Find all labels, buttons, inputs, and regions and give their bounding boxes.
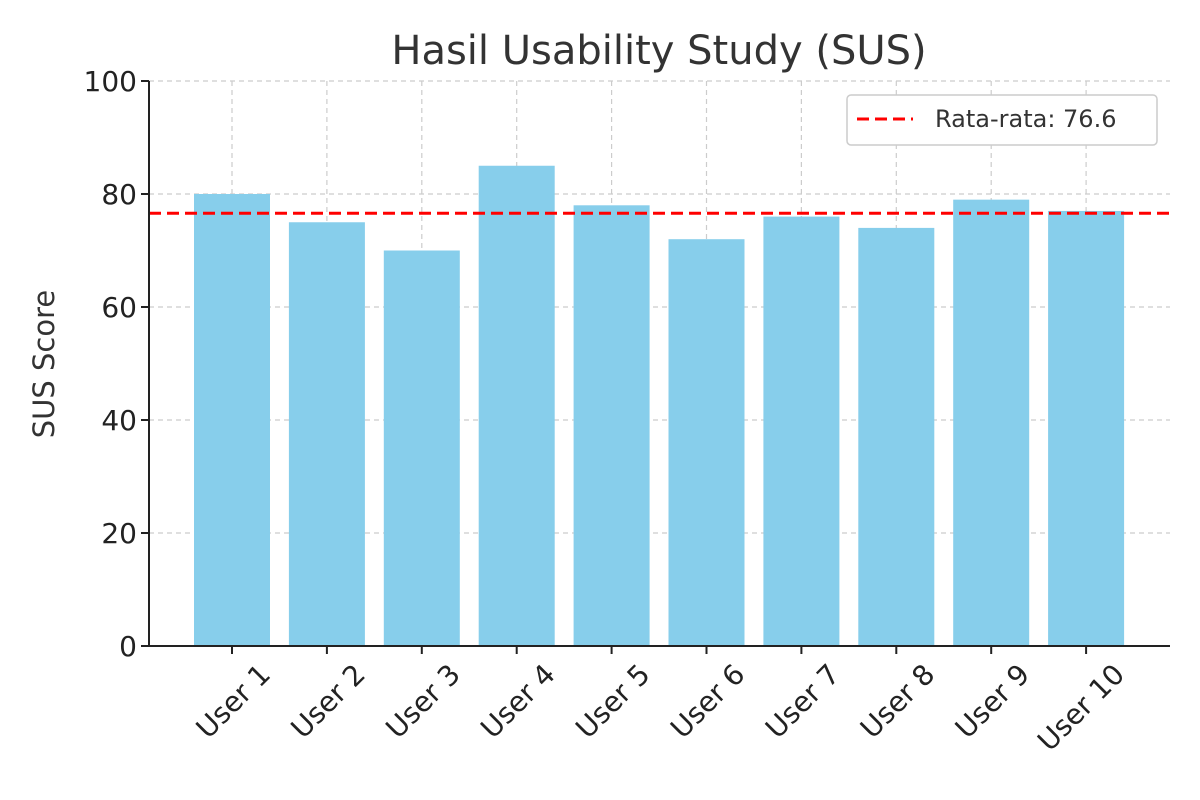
axes — [141, 80, 1170, 654]
x-tick-label: User 2 — [284, 658, 371, 745]
x-tick-label: User 1 — [190, 658, 277, 745]
x-tick-label: User 4 — [474, 658, 561, 745]
legend: Rata-rata: 76.6 — [846, 94, 1158, 146]
y-tick-labels: 0 20 40 60 80 100 — [84, 65, 137, 663]
legend-average-label: Rata-rata: 76.6 — [935, 105, 1116, 133]
bar-user-4 — [478, 165, 555, 646]
y-tick-label: 80 — [101, 178, 137, 211]
x-tick-label: User 7 — [759, 658, 846, 745]
bar-user-7 — [763, 216, 840, 646]
x-tick-label: User 9 — [949, 658, 1036, 745]
bar-user-1 — [194, 194, 270, 646]
y-tick-label: 20 — [101, 517, 137, 550]
y-tick-label: 0 — [119, 630, 137, 663]
bar-user-6 — [668, 239, 745, 646]
x-tick-label: User 5 — [569, 658, 656, 745]
bar-user-8 — [858, 227, 935, 646]
y-tick-label: 60 — [101, 291, 137, 324]
chart-title: Hasil Usability Study (SUS) — [391, 28, 926, 74]
y-axis-label: SUS Score — [27, 290, 61, 438]
x-tick-labels: User 1 User 2 User 3 User 4 User 5 User 6 User… — [190, 658, 1131, 758]
x-tick-label: User 8 — [854, 658, 941, 745]
legend-box — [846, 94, 1158, 146]
x-tick-label: User 3 — [379, 658, 466, 745]
bar-user-9 — [953, 199, 1030, 646]
bars — [194, 165, 1125, 647]
bar-user-3 — [383, 250, 460, 646]
x-tick-label: User 10 — [1031, 658, 1131, 758]
x-tick-label: User 6 — [664, 658, 751, 745]
bar-user-5 — [573, 205, 650, 647]
bar-user-10 — [1048, 210, 1125, 646]
bar-user-2 — [288, 222, 365, 646]
y-tick-label: 100 — [84, 65, 137, 98]
y-tick-label: 40 — [101, 404, 137, 437]
